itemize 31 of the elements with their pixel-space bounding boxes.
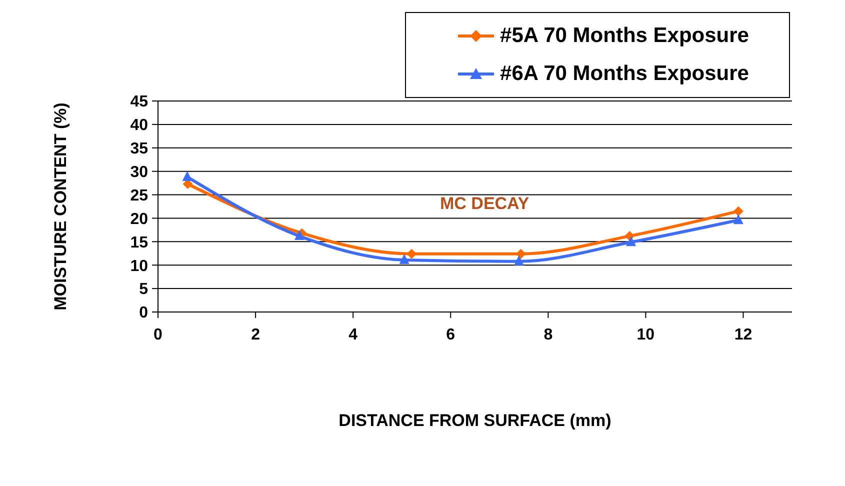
point <box>733 214 744 224</box>
y-axis-title: MOISTURE CONTENT (%) <box>51 102 70 310</box>
y-tick-label: 10 <box>130 258 148 275</box>
x-tick-label: 4 <box>348 326 358 344</box>
y-tick-label: 25 <box>130 187 148 204</box>
point <box>516 248 526 259</box>
point <box>626 236 636 246</box>
point <box>399 254 410 264</box>
point <box>294 230 304 240</box>
point <box>733 206 744 216</box>
x-tick-label: 0 <box>154 326 163 344</box>
x-tick-label: 10 <box>636 326 655 344</box>
y-tick-label: 0 <box>139 304 148 322</box>
x-axis-title: DISTANCE FROM SURFACE (mm) <box>338 411 612 430</box>
legend-label: #5A 70 Months Exposure <box>500 24 749 48</box>
point <box>514 255 524 266</box>
point <box>406 248 417 259</box>
x-tick-label: 8 <box>544 326 553 344</box>
x-tick-label: 6 <box>446 326 456 344</box>
point <box>182 170 192 181</box>
x-tick-label: 12 <box>734 326 752 344</box>
annotation: MC DECAY <box>440 194 530 214</box>
y-tick-label: 20 <box>130 210 148 228</box>
y-tick-label: 35 <box>130 140 148 158</box>
x-tick-label: 2 <box>251 326 260 344</box>
y-tick-label: 30 <box>130 164 148 182</box>
y-tick-label: 5 <box>139 281 148 298</box>
legend-label: #6A 70 Months Exposure <box>500 62 749 86</box>
y-tick-label: 15 <box>130 234 148 252</box>
y-tick-label: 45 <box>130 94 148 111</box>
y-tick-label: 40 <box>130 117 148 134</box>
